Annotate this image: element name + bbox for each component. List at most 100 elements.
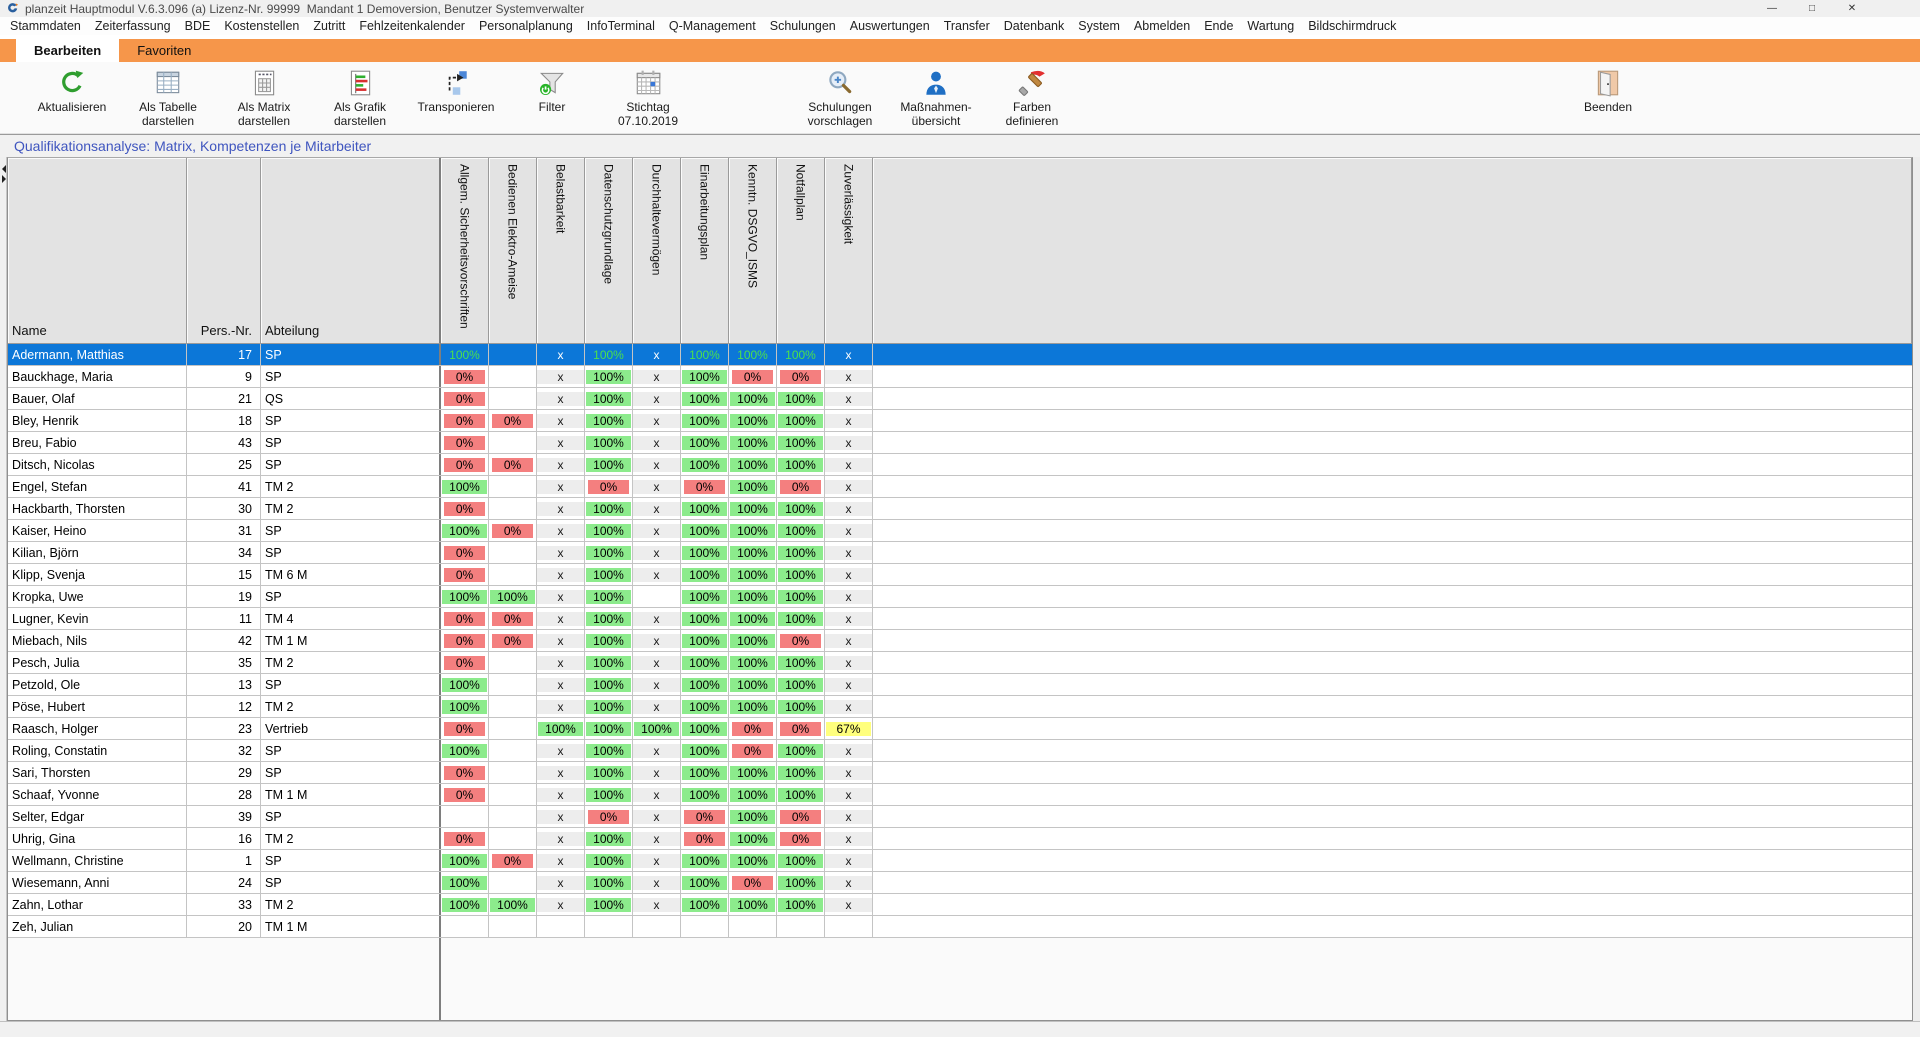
matrix-cell[interactable]: 100%: [729, 850, 777, 871]
matrix-cell[interactable]: 100%: [681, 652, 729, 673]
matrix-cell[interactable]: 100%: [777, 564, 825, 585]
table-row[interactable]: Engel, Stefan 41 TM 2 100% x 0% x 0% 100% 0% x: [8, 476, 1912, 498]
table-row[interactable]: Kaiser, Heino 31 SP 100% 0% x 100% x 100% 100% 100…: [8, 520, 1912, 542]
employee-nr-cell[interactable]: 11: [187, 608, 261, 629]
employee-dept-cell[interactable]: TM 1 M: [261, 784, 441, 805]
employee-name-cell[interactable]: Pesch, Julia: [8, 652, 187, 673]
matrix-cell[interactable]: 100%: [729, 696, 777, 717]
matrix-cell[interactable]: [489, 916, 537, 937]
matrix-cell[interactable]: [489, 828, 537, 849]
matrix-cell[interactable]: x: [633, 740, 681, 761]
matrix-cell[interactable]: 100%: [681, 674, 729, 695]
employee-dept-cell[interactable]: SP: [261, 850, 441, 871]
matrix-cell[interactable]: 0%: [441, 652, 489, 673]
column-header-skill[interactable]: Kenntn. DSGVO_ISMS: [729, 158, 777, 344]
matrix-cell[interactable]: [681, 916, 729, 937]
employee-dept-cell[interactable]: SP: [261, 542, 441, 563]
matrix-cell[interactable]: 100%: [777, 762, 825, 783]
menu-item-ende[interactable]: Ende: [1204, 19, 1234, 33]
column-header-skill[interactable]: Belastbarkeit: [537, 158, 585, 344]
toolbar-button-filter[interactable]: Filter: [504, 66, 600, 114]
matrix-cell[interactable]: 0%: [441, 718, 489, 739]
matrix-cell[interactable]: 100%: [681, 454, 729, 475]
matrix-cell[interactable]: 100%: [681, 410, 729, 431]
employee-nr-cell[interactable]: 25: [187, 454, 261, 475]
matrix-cell[interactable]: 0%: [777, 476, 825, 497]
employee-name-cell[interactable]: Kilian, Björn: [8, 542, 187, 563]
employee-nr-cell[interactable]: 9: [187, 366, 261, 387]
matrix-cell[interactable]: 100%: [777, 850, 825, 871]
matrix-cell[interactable]: 0%: [729, 718, 777, 739]
matrix-cell[interactable]: x: [633, 828, 681, 849]
matrix-cell[interactable]: 100%: [777, 454, 825, 475]
employee-dept-cell[interactable]: TM 1 M: [261, 916, 441, 937]
table-row[interactable]: Adermann, Matthias 17 SP 100% x 100% x 100% 100%…: [8, 344, 1912, 366]
matrix-cell[interactable]: 100%: [681, 784, 729, 805]
matrix-cell[interactable]: 100%: [729, 894, 777, 915]
matrix-cell[interactable]: x: [633, 872, 681, 893]
matrix-cell[interactable]: x: [633, 454, 681, 475]
matrix-cell[interactable]: 100%: [585, 894, 633, 915]
employee-name-cell[interactable]: Roling, Constatin: [8, 740, 187, 761]
matrix-cell[interactable]: 100%: [585, 432, 633, 453]
matrix-cell[interactable]: 0%: [729, 366, 777, 387]
matrix-cell[interactable]: 0%: [441, 410, 489, 431]
matrix-cell[interactable]: x: [537, 476, 585, 497]
matrix-cell[interactable]: 100%: [585, 564, 633, 585]
matrix-cell[interactable]: [537, 916, 585, 937]
employee-dept-cell[interactable]: SP: [261, 806, 441, 827]
matrix-cell[interactable]: [489, 366, 537, 387]
matrix-cell[interactable]: 0%: [441, 564, 489, 585]
matrix-cell[interactable]: 0%: [441, 388, 489, 409]
matrix-cell[interactable]: x: [825, 608, 873, 629]
matrix-cell[interactable]: x: [633, 652, 681, 673]
matrix-cell[interactable]: 0%: [489, 850, 537, 871]
matrix-cell[interactable]: x: [825, 564, 873, 585]
matrix-cell[interactable]: 100%: [729, 410, 777, 431]
matrix-cell[interactable]: 100%: [729, 630, 777, 651]
employee-name-cell[interactable]: Bley, Henrik: [8, 410, 187, 431]
matrix-cell[interactable]: 100%: [777, 608, 825, 629]
menu-item-bildschirmdruck[interactable]: Bildschirmdruck: [1308, 19, 1397, 33]
employee-name-cell[interactable]: Lugner, Kevin: [8, 608, 187, 629]
matrix-cell[interactable]: x: [633, 432, 681, 453]
matrix-cell[interactable]: x: [825, 828, 873, 849]
employee-name-cell[interactable]: Petzold, Ole: [8, 674, 187, 695]
matrix-cell[interactable]: 100%: [729, 828, 777, 849]
matrix-cell[interactable]: x: [825, 652, 873, 673]
matrix-cell[interactable]: x: [633, 520, 681, 541]
toolbar-button-transpose[interactable]: Transponieren: [408, 66, 504, 114]
matrix-cell[interactable]: x: [825, 586, 873, 607]
employee-nr-cell[interactable]: 30: [187, 498, 261, 519]
matrix-cell[interactable]: [489, 542, 537, 563]
employee-dept-cell[interactable]: TM 2: [261, 828, 441, 849]
toolbar-button-measures-overview[interactable]: Maßnahmen-übersicht: [888, 66, 984, 128]
matrix-cell[interactable]: x: [825, 784, 873, 805]
employee-dept-cell[interactable]: TM 1 M: [261, 630, 441, 651]
column-header-skill[interactable]: Einarbeitungsplan: [681, 158, 729, 344]
matrix-cell[interactable]: 0%: [441, 454, 489, 475]
matrix-cell[interactable]: 100%: [585, 828, 633, 849]
employee-nr-cell[interactable]: 43: [187, 432, 261, 453]
employee-nr-cell[interactable]: 18: [187, 410, 261, 431]
matrix-cell[interactable]: 0%: [441, 630, 489, 651]
matrix-cell[interactable]: 100%: [441, 740, 489, 761]
matrix-cell[interactable]: 100%: [729, 388, 777, 409]
employee-dept-cell[interactable]: SP: [261, 454, 441, 475]
matrix-cell[interactable]: x: [825, 894, 873, 915]
table-row[interactable]: Uhrig, Gina 16 TM 2 0% x 100% x 0% 100% 0% x: [8, 828, 1912, 850]
matrix-cell[interactable]: 0%: [729, 740, 777, 761]
matrix-cell[interactable]: x: [537, 410, 585, 431]
employee-dept-cell[interactable]: TM 2: [261, 476, 441, 497]
minimize-button[interactable]: —: [1767, 3, 1777, 14]
matrix-cell[interactable]: 100%: [681, 366, 729, 387]
matrix-cell[interactable]: 100%: [681, 850, 729, 871]
employee-name-cell[interactable]: Uhrig, Gina: [8, 828, 187, 849]
maximize-button[interactable]: □: [1808, 3, 1816, 14]
matrix-cell[interactable]: [489, 674, 537, 695]
table-row[interactable]: Zahn, Lothar 33 TM 2 100% 100% x 100% x 100% 100%…: [8, 894, 1912, 916]
matrix-cell[interactable]: 100%: [585, 652, 633, 673]
matrix-cell[interactable]: 0%: [441, 432, 489, 453]
menu-item-fehlzeitenkalender[interactable]: Fehlzeitenkalender: [359, 19, 465, 33]
employee-nr-cell[interactable]: 31: [187, 520, 261, 541]
